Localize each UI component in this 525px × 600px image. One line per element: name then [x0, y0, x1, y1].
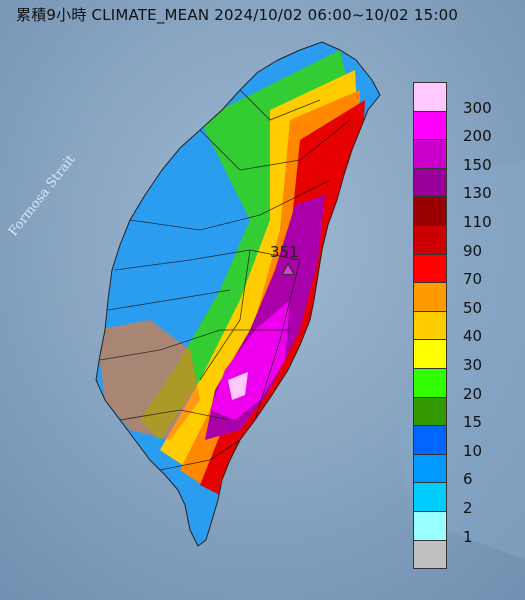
legend-swatch: [413, 82, 447, 112]
legend-label: 110: [463, 213, 492, 231]
legend-swatch: [413, 539, 447, 570]
legend-swatch: [413, 167, 447, 198]
legend-label: 1: [463, 527, 473, 546]
legend-swatch: [413, 253, 447, 284]
legend-swatch: [413, 425, 447, 455]
legend-label: 20: [463, 384, 483, 403]
legend-label: 90: [463, 241, 483, 260]
county-boundaries: [99, 89, 351, 471]
legend-swatch: [413, 225, 447, 255]
legend-label: 2: [463, 499, 473, 517]
legend-label: 40: [463, 327, 483, 346]
legend-label: 6: [463, 470, 473, 489]
legend-swatch: [413, 511, 447, 541]
map-title: 累積9小時 CLIMATE_MEAN 2024/10/02 06:00~10/0…: [16, 6, 459, 24]
legend-swatch: [413, 453, 447, 484]
legend-swatch: [413, 139, 447, 169]
legend-swatch: [413, 110, 447, 141]
legend-label: 30: [463, 356, 483, 374]
rain-zone-coast: [96, 320, 200, 440]
legend-swatch: [413, 396, 447, 427]
legend-label: 70: [463, 270, 483, 289]
legend-swatch: [413, 339, 447, 369]
legend-label: 150: [463, 155, 492, 174]
island-outline: [95, 41, 381, 547]
max-station-value: 351: [270, 243, 299, 261]
legend-swatch: [413, 196, 447, 226]
legend-swatch: [413, 310, 447, 341]
rain-zone-pink: [228, 372, 248, 400]
legend-label: 50: [463, 298, 483, 317]
legend-label: 200: [463, 127, 492, 146]
legend-swatch: [413, 282, 447, 312]
max-station-marker-icon: [281, 262, 295, 275]
legend-label: 15: [463, 413, 483, 432]
legend-label: 300: [463, 98, 492, 117]
legend-label: 10: [463, 441, 483, 460]
legend-swatch: [413, 482, 447, 512]
legend-swatch: [413, 368, 447, 398]
legend-label: 130: [463, 184, 492, 203]
